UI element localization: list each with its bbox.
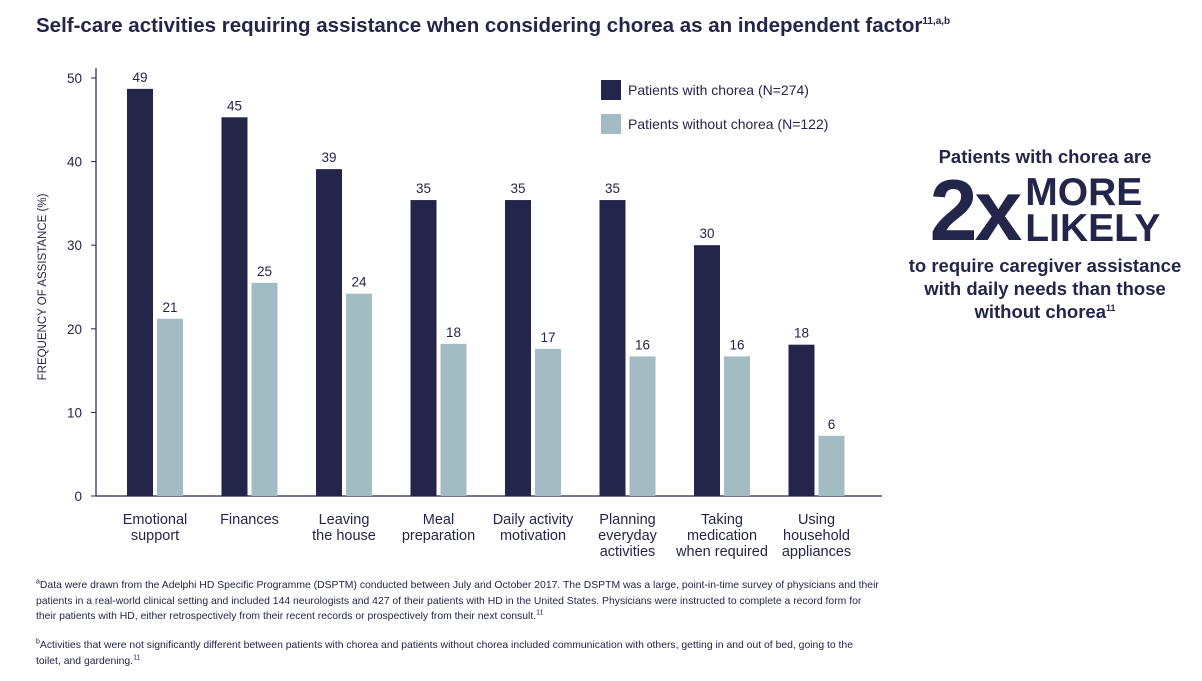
footnote-b-line-1: Activities that were not significantly d… — [39, 640, 853, 651]
x-tick-label-line: when required — [675, 544, 768, 560]
data-label: 18 — [794, 326, 809, 341]
data-label: 45 — [227, 98, 242, 113]
x-tick-label: Finances — [220, 512, 279, 528]
x-tick-label-line: the house — [312, 528, 376, 544]
x-tick-label-line: Meal — [423, 512, 454, 528]
data-label: 39 — [321, 150, 336, 165]
y-tick-label: 0 — [74, 489, 82, 504]
bar-without-chorea — [346, 293, 372, 496]
data-label: 35 — [510, 181, 525, 196]
x-tick-label-line: appliances — [782, 544, 851, 560]
callout-multiplier: 2x — [929, 163, 1023, 259]
bar-without-chorea — [251, 282, 278, 496]
data-label: 25 — [257, 264, 272, 279]
x-tick-label-line: Leaving — [319, 512, 370, 528]
footnote-b: bActivities that were not significantly … — [36, 638, 936, 669]
x-tick-label: Daily activity motivation — [493, 512, 574, 544]
y-axis-label: FREQUENCY OF ASSISTANCE (%) — [37, 193, 49, 380]
data-label: 16 — [635, 337, 650, 352]
callout-lead: Patients with chorea are — [938, 146, 1152, 167]
title-refs: 11,a,b — [922, 16, 951, 28]
footnote-a-line-2: patients in a real-world clinical settin… — [36, 595, 862, 607]
x-tick-label-line: activities — [600, 544, 656, 560]
x-tick-label-line: preparation — [402, 528, 475, 544]
x-tick-label: Meal preparation — [402, 512, 475, 544]
x-tick-label-line: household — [783, 528, 850, 544]
bar-without-chorea — [724, 356, 750, 496]
chart-title-text: Self-care activities requiring assistanc… — [36, 14, 923, 37]
data-label: 35 — [605, 181, 620, 196]
data-label: 18 — [446, 325, 461, 340]
chart-title: Self-care activities requiring assistanc… — [36, 14, 950, 38]
x-tick-label: Using household appliances — [782, 512, 851, 560]
bar-without-chorea — [157, 318, 183, 496]
bar-without-chorea — [440, 343, 467, 496]
x-tick-label-line: motivation — [500, 528, 566, 544]
callout-line1: MORE — [1025, 171, 1143, 214]
callout-panel: Patients with chorea are 2x MORE LIKELY … — [900, 146, 1190, 323]
x-tick-label: Emotional support — [123, 512, 187, 544]
footnote-b-line-2: toilet, and gardening. — [36, 655, 134, 667]
bar-without-chorea — [629, 356, 656, 496]
legend-swatch — [601, 114, 621, 134]
data-label: 30 — [699, 226, 714, 241]
x-tick-label-line: Taking — [701, 512, 743, 528]
callout-tail: to require caregiver assistance with dai… — [900, 254, 1190, 323]
x-tick-label-line: Using — [798, 512, 835, 528]
bar-without-chorea — [535, 348, 561, 496]
data-label: 35 — [416, 181, 431, 196]
bar-with-chorea — [788, 344, 815, 496]
y-tick-label: 10 — [67, 405, 82, 420]
x-tick-label-line: support — [131, 528, 179, 544]
x-tick-label: Planning everyday activities — [598, 512, 658, 560]
x-tick-label: Leaving the house — [312, 512, 376, 544]
x-tick-label-line: Daily activity — [493, 512, 574, 528]
data-label: 6 — [828, 417, 836, 432]
y-tick-label: 30 — [67, 238, 82, 253]
callout-headline: 2x MORE LIKELY — [900, 163, 1190, 259]
data-label: 21 — [162, 300, 177, 315]
bar-with-chorea — [410, 200, 437, 496]
x-tick-label-line: Finances — [220, 512, 279, 528]
data-label: 49 — [132, 70, 147, 85]
footnote-a-line-1: Data were drawn from the Adelphi HD Spec… — [39, 580, 879, 591]
legend-label: Patients without chorea (N=122) — [628, 116, 828, 132]
data-label: 24 — [351, 275, 367, 290]
callout-ref: 11 — [1106, 302, 1116, 313]
footnote-b-mark: b — [36, 638, 40, 646]
footnote-a-line-3: their patients with HD, either retrospec… — [36, 611, 537, 622]
bar-with-chorea — [316, 169, 342, 496]
bar-with-chorea — [505, 200, 531, 496]
bar-with-chorea — [221, 117, 248, 497]
legend-swatch — [601, 80, 621, 100]
y-tick-label: 40 — [67, 155, 82, 170]
callout-line2: LIKELY — [1025, 207, 1161, 250]
bar-with-chorea — [694, 245, 720, 496]
x-tick-label-line: Emotional — [123, 512, 187, 528]
footnote-a-ref: 11 — [536, 609, 544, 617]
y-tick-label: 20 — [67, 322, 82, 337]
x-tick-label: Taking medication when required — [675, 512, 768, 560]
data-label: 16 — [729, 337, 744, 352]
x-tick-label-line: medication — [687, 528, 757, 544]
x-tick-label-line: everyday — [598, 528, 658, 544]
bar-with-chorea — [127, 88, 153, 497]
bar-with-chorea — [599, 200, 626, 496]
y-tick-label: 50 — [67, 71, 82, 86]
callout-tail-text: to require caregiver assistance with dai… — [908, 255, 1182, 322]
footnote-b-ref: 11 — [133, 654, 141, 662]
callout-more-likely: MORE LIKELY — [1025, 173, 1161, 250]
legend-label: Patients with chorea (N=274) — [628, 82, 809, 98]
bar-chart: 0 10 20 30 40 50 FREQUENCY OF ASSISTANCE (%) 49… — [37, 68, 882, 560]
bar-without-chorea — [818, 435, 845, 496]
footnote-a: aData were drawn from the Adelphi HD Spe… — [36, 578, 936, 625]
data-label: 17 — [540, 330, 555, 345]
footnote-a-mark: a — [36, 578, 40, 586]
x-tick-label-line: Planning — [599, 512, 655, 528]
